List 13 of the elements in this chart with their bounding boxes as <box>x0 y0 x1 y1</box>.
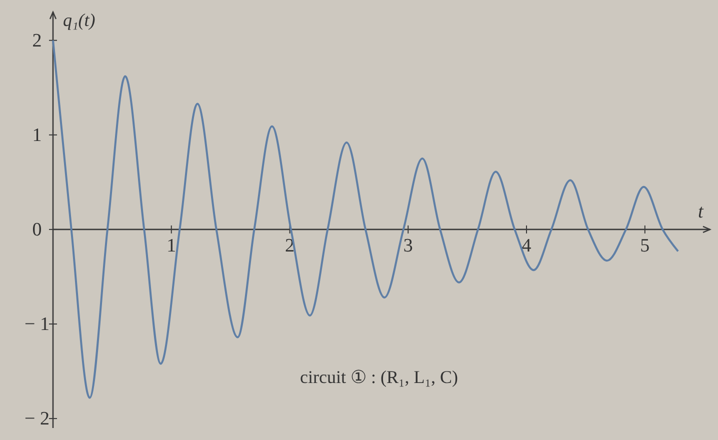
y-axis-title: q₁(t) <box>63 10 96 30</box>
annotation: circuit ① : (R₁, L₁, C) <box>300 367 458 387</box>
y-tick-label: − 1 <box>24 314 50 335</box>
x-tick-label: 5 <box>640 235 650 256</box>
y-tick-label: − 2 <box>24 408 50 430</box>
y-tick-label: 2 <box>32 30 42 52</box>
y-tick-label: 1 <box>32 124 42 146</box>
x-tick-label: 3 <box>403 235 413 256</box>
x-axis-title: t <box>698 201 704 222</box>
line-series <box>52 39 680 399</box>
x-tick-label: 1 <box>166 235 176 256</box>
y-tick-label: 0 <box>32 219 42 240</box>
x-tick-label: 4 <box>522 235 532 256</box>
